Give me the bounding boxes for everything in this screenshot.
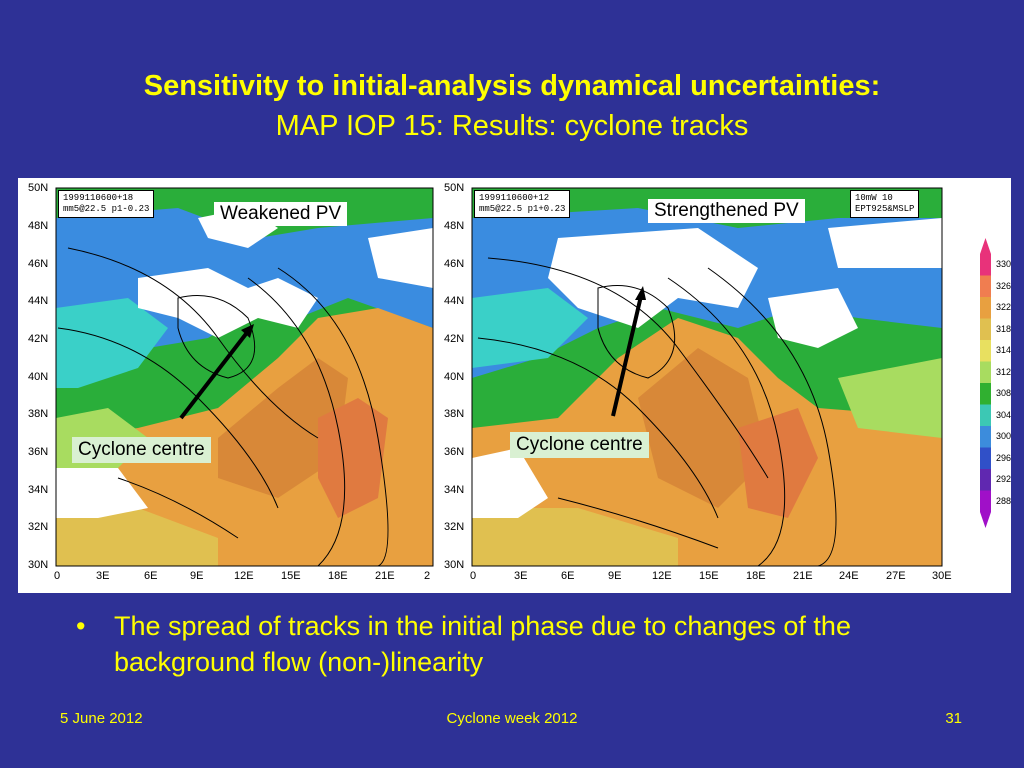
colorbar-segment	[980, 490, 991, 512]
colorbar-label: 300	[996, 431, 1012, 441]
right-run-info: 1999110600+12 mm5@22.5 p1+0.23	[474, 190, 571, 218]
right-lat-42n: 42N	[444, 333, 465, 345]
colorbar-label: 326	[996, 280, 1012, 291]
left-run-config: mm5@22.5 p1-0.23	[63, 204, 150, 214]
colorbar-label: 312	[996, 366, 1012, 377]
colorbar-label: 304	[996, 409, 1012, 420]
wind-key: 10mW 10 EPT925&MSLP	[850, 190, 920, 218]
left-lon-9e: 9E	[190, 570, 204, 582]
wind-key-value: 10	[882, 193, 893, 203]
right-map-graphic	[471, 187, 943, 567]
footer-date: 5 June 2012	[60, 710, 143, 727]
right-run-id: 1999110600+12	[479, 193, 550, 203]
left-lon-3e: 3E	[96, 570, 110, 582]
right-lon-9e: 9E	[608, 570, 622, 582]
right-lat-44n: 44N	[444, 295, 465, 307]
slide-subtitle: MAP IOP 15: Results: cyclone tracks	[275, 110, 749, 142]
right-lat-38n: 38N	[444, 408, 465, 420]
right-lon-18e: 18E	[746, 570, 766, 582]
right-lon-27e: 27E	[886, 570, 906, 582]
right-lon-24e: 24E	[839, 570, 859, 582]
colorbar	[978, 238, 1008, 563]
right-run-config: mm5@22.5 p1+0.23	[479, 204, 566, 214]
left-lon-0: 0	[54, 570, 61, 582]
colorbar-label: 314	[996, 345, 1012, 355]
colorbar-label: 292	[996, 474, 1012, 484]
left-cyclone-label: Cyclone centre	[72, 437, 211, 463]
colorbar-graphic	[980, 238, 991, 528]
colorbar-label: 330	[996, 259, 1012, 269]
left-lat-48n: 48N	[28, 220, 49, 232]
footer-event: Cyclone week 2012	[446, 710, 578, 727]
colorbar-label: 318	[996, 323, 1012, 334]
right-lon-30e: 30E	[932, 570, 952, 582]
colorbar-segment	[980, 383, 991, 405]
colorbar-segment	[980, 426, 991, 448]
right-lat-32n: 32N	[444, 521, 465, 533]
right-lat-46n: 46N	[444, 258, 465, 270]
left-lat-42n: 42N	[28, 333, 49, 345]
left-lon-24e: 2	[424, 570, 431, 582]
left-lat-40n: 40N	[28, 371, 49, 383]
left-lon-18e: 18E	[328, 570, 348, 582]
right-lat-34n: 34N	[444, 484, 465, 496]
left-lat-36n: 36N	[28, 446, 49, 458]
left-run-info: 1999110600+18 mm5@22.5 p1-0.23	[58, 190, 155, 218]
right-map-panel: 1999110600+12 mm5@22.5 p1+0.23 Strengthe…	[438, 178, 958, 593]
colorbar-label: 308	[996, 388, 1012, 398]
right-lat-48n: 48N	[444, 220, 465, 232]
right-lat-36n: 36N	[444, 446, 465, 458]
right-panel-label: Strengthened PV	[648, 199, 805, 223]
colorbar-segment	[980, 340, 991, 362]
right-lat-30n: 30N	[444, 559, 465, 571]
right-lon-15e: 15E	[699, 570, 719, 582]
right-cyclone-label: Cyclone centre	[510, 432, 649, 458]
left-lat-44n: 44N	[28, 295, 49, 307]
left-map-graphic	[55, 187, 434, 567]
colorbar-label: 322	[996, 302, 1012, 312]
right-lon-12e: 12E	[652, 570, 672, 582]
left-lat-46n: 46N	[28, 258, 49, 270]
colorbar-segment	[980, 447, 991, 469]
right-lon-6e: 6E	[561, 570, 575, 582]
left-lat-38n: 38N	[28, 408, 49, 420]
bullet-text: The spread of tracks in the initial phas…	[114, 611, 851, 677]
right-lat-40n: 40N	[444, 371, 465, 383]
right-lon-3e: 3E	[514, 570, 528, 582]
colorbar-segment	[980, 275, 991, 297]
right-lon-0: 0	[470, 570, 477, 582]
colorbar-bottom-arrow	[980, 512, 991, 528]
left-run-id: 1999110600+18	[63, 193, 134, 203]
colorbar-segment	[980, 361, 991, 383]
colorbar-segment	[980, 469, 991, 491]
left-lat-34n: 34N	[28, 484, 49, 496]
colorbar-segment	[980, 318, 991, 340]
colorbar-top-arrow	[980, 238, 991, 254]
right-lat-50n: 50N	[444, 182, 465, 194]
left-lon-21e: 21E	[375, 570, 395, 582]
footer-page-number: 31	[945, 710, 962, 727]
colorbar-segment	[980, 404, 991, 426]
colorbar-segment	[980, 297, 991, 319]
left-map-panel: 1999110600+18 mm5@22.5 p1-0.23 Weakened …	[18, 178, 438, 593]
slide-title: Sensitivity to initial-analysis dynamica…	[143, 70, 881, 102]
left-lon-15e: 15E	[281, 570, 301, 582]
left-lat-30n: 30N	[28, 559, 49, 571]
left-lon-6e: 6E	[144, 570, 158, 582]
right-lon-21e: 21E	[793, 570, 813, 582]
wind-key-field: EPT925&MSLP	[855, 204, 915, 214]
colorbar-label: 296	[996, 452, 1012, 463]
wind-key-unit: 10mW	[855, 193, 877, 203]
left-panel-label: Weakened PV	[214, 202, 348, 226]
bullet-marker: •	[76, 611, 86, 641]
left-lat-50n: 50N	[28, 182, 49, 194]
colorbar-label: 288	[996, 495, 1012, 506]
colorbar-segment	[980, 254, 991, 276]
figure-panel: 1999110600+18 mm5@22.5 p1-0.23 Weakened …	[18, 178, 1011, 593]
left-lon-12e: 12E	[234, 570, 254, 582]
left-lat-32n: 32N	[28, 521, 49, 533]
